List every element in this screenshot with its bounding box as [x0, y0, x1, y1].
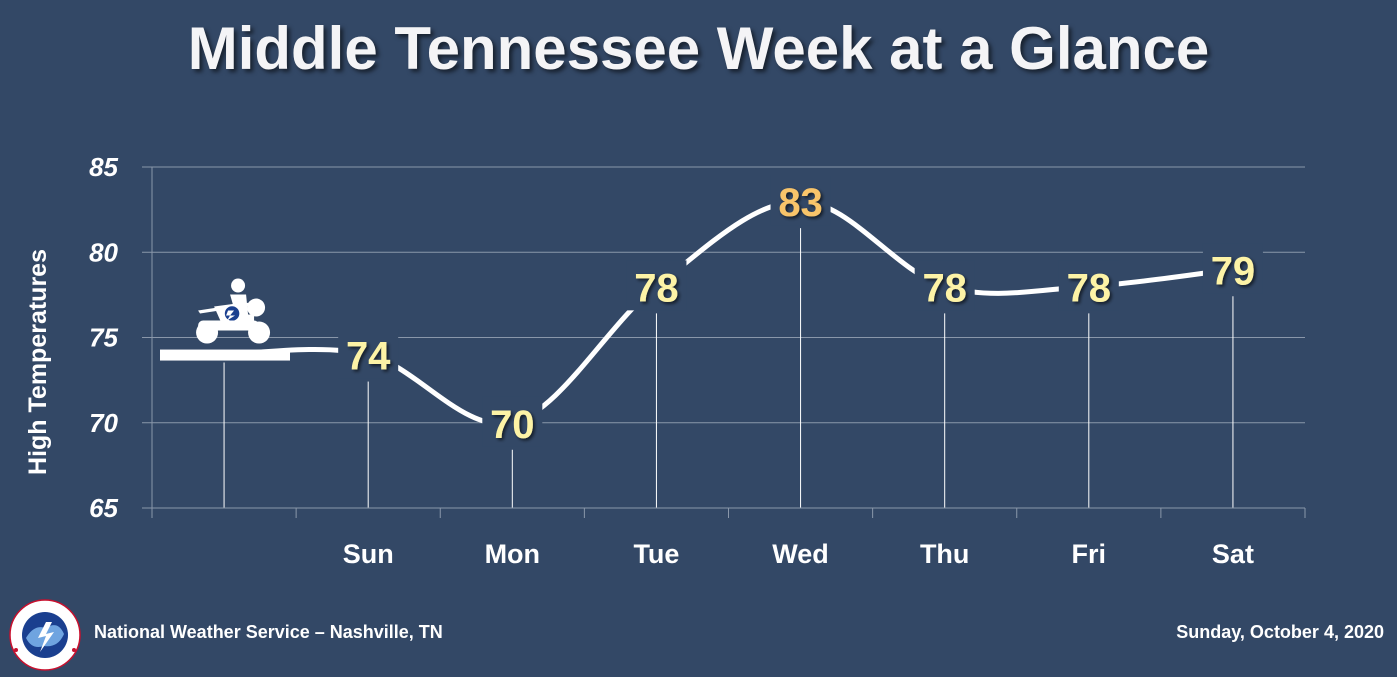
y-axis-label: High Temperatures	[24, 249, 52, 475]
data-label: 78	[922, 266, 967, 310]
data-label: 78	[1067, 266, 1112, 310]
x-tick-label: Thu	[920, 539, 969, 569]
x-tick-label: Sun	[343, 539, 394, 569]
value-label-bg	[1202, 243, 1263, 294]
data-label: 83	[778, 181, 823, 225]
data-label: 78	[634, 266, 679, 310]
chart-title: Middle Tennessee Week at a Glance	[187, 15, 1210, 82]
motorcycle-icon	[196, 278, 271, 344]
x-tick-label: Tue	[633, 539, 679, 569]
value-label-bg	[626, 260, 687, 311]
value-label-bg	[770, 175, 831, 226]
value-label-bg	[1058, 260, 1119, 311]
y-tick-label: 65	[89, 493, 118, 523]
footer-source: National Weather Service – Nashville, TN	[94, 622, 443, 642]
data-label: 79	[1211, 249, 1256, 293]
x-tick-label: Fri	[1072, 539, 1107, 569]
y-tick-label: 85	[89, 152, 118, 182]
nws-logo-icon	[9, 599, 81, 671]
temperature-line	[221, 198, 1236, 427]
y-tick-label: 70	[89, 408, 118, 438]
data-label: 70	[490, 403, 535, 447]
value-label-bg	[914, 260, 975, 311]
start-bar	[160, 349, 290, 361]
x-tick-label: Mon	[485, 539, 540, 569]
value-label-bg	[482, 396, 543, 447]
x-tick-label: Wed	[772, 539, 829, 569]
x-tick-label: Sat	[1212, 539, 1254, 569]
data-label: 74	[346, 335, 391, 379]
footer-date: Sunday, October 4, 2020	[1176, 622, 1384, 642]
temperature-chart: 65 70 75 80 85 Sun Mon Tue Wed Thu Fri Sat 74 70 78 83…	[24, 152, 1306, 569]
y-tick-label: 80	[89, 237, 118, 267]
value-label-bg	[338, 328, 399, 379]
y-tick-label: 75	[89, 323, 118, 353]
